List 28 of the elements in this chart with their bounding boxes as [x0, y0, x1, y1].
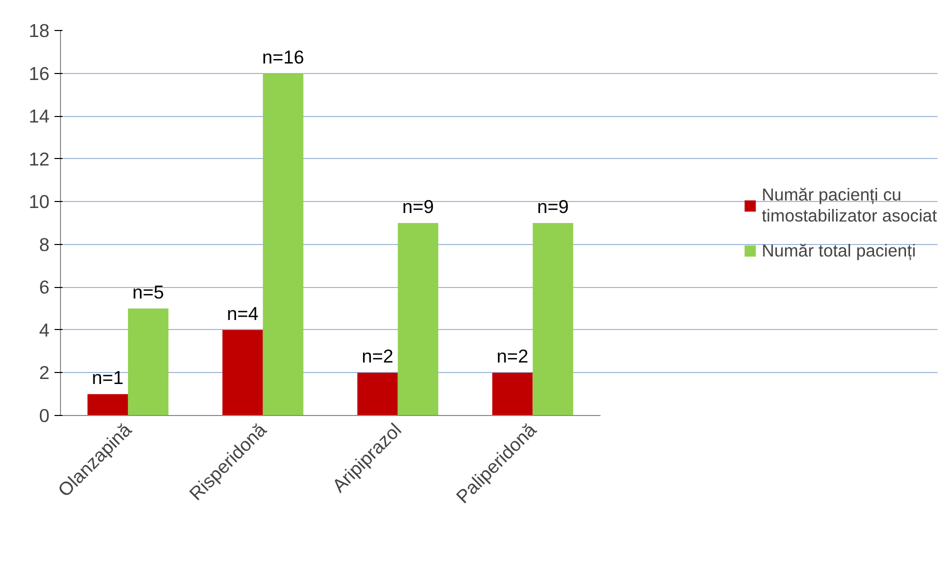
data-label: n=5 — [132, 282, 164, 303]
data-label: n=9 — [537, 196, 569, 217]
bar — [87, 394, 128, 416]
data-label: n=2 — [496, 346, 528, 367]
data-label: n=4 — [226, 302, 258, 324]
bar — [128, 308, 168, 416]
y-tick-label: 8 — [39, 234, 50, 255]
bar — [357, 372, 398, 416]
y-tick-label: 6 — [39, 276, 50, 298]
legend-label: Număr total pacienți — [762, 240, 916, 261]
y-tick-label: 4 — [39, 319, 50, 340]
data-label: n=9 — [402, 196, 434, 217]
y-tick-label: 14 — [28, 106, 50, 127]
y-tick-label: 16 — [28, 62, 50, 84]
bar — [398, 223, 438, 416]
legend-label: Număr pacienți cu timostabilizator asociat — [762, 184, 937, 226]
y-tick-label: 10 — [28, 191, 50, 212]
data-label: n=2 — [362, 346, 394, 367]
y-tick-label: 12 — [28, 148, 50, 170]
y-tick-label: 2 — [39, 362, 50, 384]
y-tick-label: 18 — [28, 20, 50, 41]
bar — [492, 372, 533, 416]
y-tick-label: 0 — [39, 405, 50, 426]
bar — [532, 223, 574, 416]
bar — [222, 330, 263, 416]
bar — [262, 73, 304, 416]
data-label: n=1 — [92, 367, 124, 388]
data-label: n=16 — [262, 46, 304, 68]
